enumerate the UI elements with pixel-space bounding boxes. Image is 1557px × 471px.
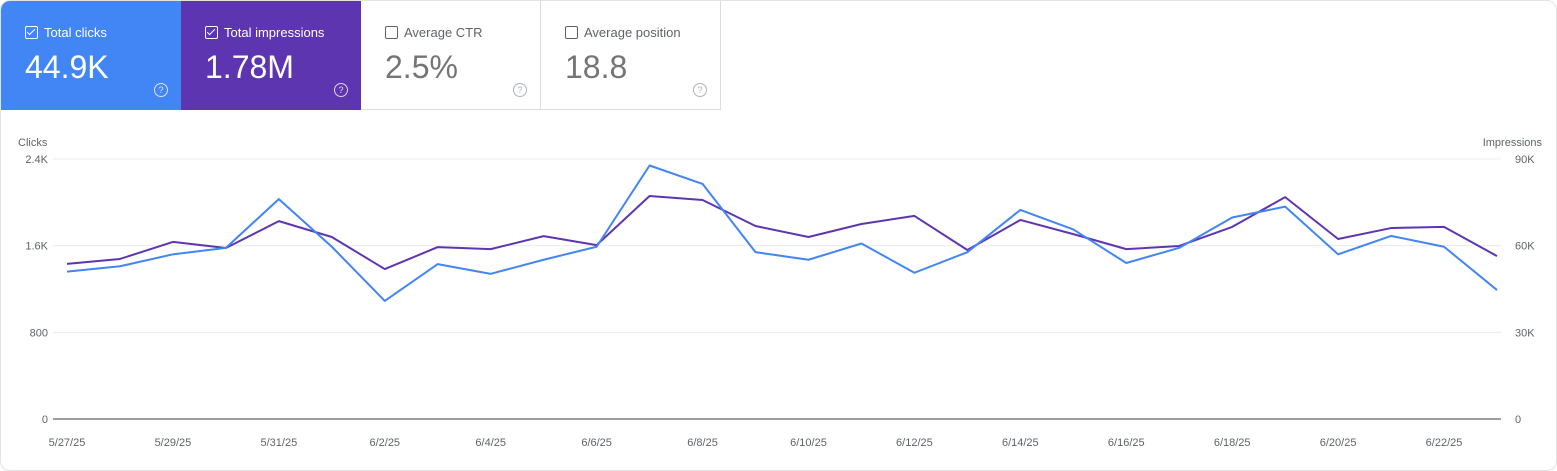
x-tick-label: 6/6/25 bbox=[581, 437, 612, 449]
metric-card-average-position[interactable]: Average position 18.8 ? bbox=[541, 1, 721, 110]
y-right-tick-label: 60K bbox=[1515, 241, 1535, 253]
y-left-tick-label: 2.4K bbox=[25, 154, 48, 166]
metric-value: 1.78M bbox=[205, 49, 294, 85]
x-tick-label: 6/10/25 bbox=[790, 437, 827, 449]
x-tick-label: 6/18/25 bbox=[1214, 437, 1251, 449]
data-point-impressions[interactable] bbox=[379, 263, 391, 275]
data-point-clicks[interactable] bbox=[855, 238, 867, 250]
metric-card-total-impressions[interactable]: Total impressions 1.78M ? bbox=[181, 1, 361, 110]
data-point-impressions[interactable] bbox=[1332, 233, 1344, 245]
data-point-clicks[interactable] bbox=[1491, 284, 1503, 296]
x-tick-label: 5/31/25 bbox=[261, 437, 298, 449]
data-point-clicks[interactable] bbox=[114, 260, 126, 272]
data-point-clicks[interactable] bbox=[750, 246, 762, 258]
help-icon[interactable]: ? bbox=[513, 83, 527, 97]
checkbox-checked-icon[interactable] bbox=[205, 26, 218, 39]
metric-label: Average CTR bbox=[385, 25, 483, 40]
data-point-clicks[interactable] bbox=[961, 246, 973, 258]
y-left-axis-title: Clicks bbox=[18, 137, 48, 149]
checkbox-unchecked-icon[interactable] bbox=[565, 26, 578, 39]
y-right-tick-label: 30K bbox=[1515, 327, 1535, 339]
data-point-impressions[interactable] bbox=[273, 215, 285, 227]
data-point-clicks[interactable] bbox=[908, 267, 920, 279]
data-point-impressions[interactable] bbox=[644, 190, 656, 202]
metric-label: Total impressions bbox=[205, 25, 324, 40]
data-point-clicks[interactable] bbox=[591, 241, 603, 253]
data-point-impressions[interactable] bbox=[1491, 250, 1503, 262]
data-point-impressions[interactable] bbox=[802, 231, 814, 243]
x-tick-label: 6/4/25 bbox=[475, 437, 506, 449]
data-point-clicks[interactable] bbox=[1226, 212, 1238, 224]
y-right-axis-title: Impressions bbox=[1483, 137, 1543, 149]
series-line-clicks bbox=[66, 164, 1498, 302]
data-point-clicks[interactable] bbox=[432, 258, 444, 270]
metric-name: Total impressions bbox=[224, 25, 325, 40]
x-tick-label: 5/29/25 bbox=[155, 437, 192, 449]
data-point-clicks[interactable] bbox=[802, 254, 814, 266]
data-point-impressions[interactable] bbox=[908, 210, 920, 222]
data-point-impressions[interactable] bbox=[1438, 221, 1450, 233]
metric-label: Total clicks bbox=[25, 25, 107, 40]
x-tick-label: 6/12/25 bbox=[896, 437, 933, 449]
data-point-clicks[interactable] bbox=[220, 242, 232, 254]
metric-card-average-ctr[interactable]: Average CTR 2.5% ? bbox=[361, 1, 541, 110]
data-point-clicks[interactable] bbox=[273, 193, 285, 205]
data-point-impressions[interactable] bbox=[432, 241, 444, 253]
help-icon[interactable]: ? bbox=[154, 83, 168, 97]
data-point-impressions[interactable] bbox=[750, 220, 762, 232]
y-left-tick-label: 0 bbox=[42, 414, 48, 426]
x-tick-label: 6/2/25 bbox=[369, 437, 400, 449]
metric-label: Average position bbox=[565, 25, 681, 40]
data-point-clicks[interactable] bbox=[1279, 201, 1291, 213]
data-point-clicks[interactable] bbox=[1438, 241, 1450, 253]
x-tick-label: 6/22/25 bbox=[1426, 437, 1463, 449]
data-point-clicks[interactable] bbox=[1120, 257, 1132, 269]
checkbox-unchecked-icon[interactable] bbox=[385, 26, 398, 39]
x-tick-label: 6/14/25 bbox=[1002, 437, 1039, 449]
metric-value: 2.5% bbox=[385, 49, 458, 85]
data-point-clicks[interactable] bbox=[167, 248, 179, 260]
data-point-impressions[interactable] bbox=[485, 243, 497, 255]
metric-value: 44.9K bbox=[25, 49, 109, 85]
data-point-clicks[interactable] bbox=[1332, 248, 1344, 260]
help-icon[interactable]: ? bbox=[693, 83, 707, 97]
y-right-tick-label: 90K bbox=[1515, 154, 1535, 166]
data-point-clicks[interactable] bbox=[1014, 204, 1026, 216]
data-point-clicks[interactable] bbox=[538, 254, 550, 266]
data-point-clicks[interactable] bbox=[1385, 230, 1397, 242]
metric-card-total-clicks[interactable]: Total clicks 44.9K ? bbox=[1, 1, 181, 110]
metric-cards: Total clicks 44.9K ? Total impressions 1.… bbox=[1, 1, 721, 110]
metric-name: Average CTR bbox=[404, 25, 483, 40]
data-point-impressions[interactable] bbox=[1120, 243, 1132, 255]
metric-name: Average position bbox=[584, 25, 681, 40]
x-tick-label: 5/27/25 bbox=[49, 437, 86, 449]
x-tick-label: 6/16/25 bbox=[1108, 437, 1145, 449]
data-point-impressions[interactable] bbox=[855, 218, 867, 230]
data-point-clicks[interactable] bbox=[61, 266, 73, 278]
data-point-clicks[interactable] bbox=[1067, 223, 1079, 235]
data-point-impressions[interactable] bbox=[167, 236, 179, 248]
checkbox-checked-icon[interactable] bbox=[25, 26, 38, 39]
data-point-clicks[interactable] bbox=[379, 295, 391, 307]
y-left-tick-label: 800 bbox=[30, 327, 48, 339]
data-point-clicks[interactable] bbox=[326, 241, 338, 253]
y-right-tick-label: 0 bbox=[1515, 414, 1521, 426]
help-icon[interactable]: ? bbox=[334, 83, 348, 97]
metric-name: Total clicks bbox=[44, 25, 107, 40]
data-point-clicks[interactable] bbox=[485, 268, 497, 280]
y-left-tick-label: 1.6K bbox=[25, 241, 48, 253]
metric-value: 18.8 bbox=[565, 49, 628, 85]
data-point-clicks[interactable] bbox=[697, 178, 709, 190]
x-tick-label: 6/8/25 bbox=[687, 437, 718, 449]
data-point-impressions[interactable] bbox=[538, 230, 550, 242]
data-point-impressions[interactable] bbox=[697, 194, 709, 206]
data-point-clicks[interactable] bbox=[644, 160, 656, 172]
x-tick-label: 6/20/25 bbox=[1320, 437, 1357, 449]
data-point-clicks[interactable] bbox=[1173, 242, 1185, 254]
